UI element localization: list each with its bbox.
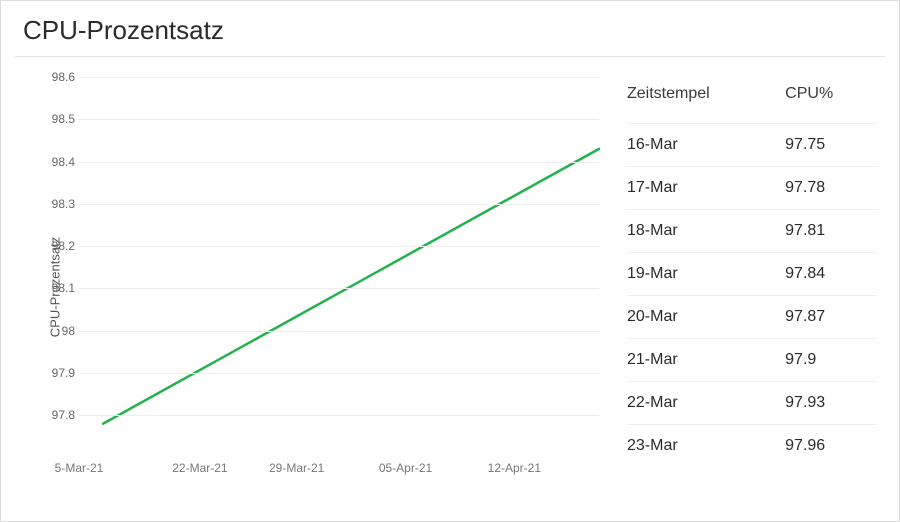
cell-timestamp: 22-Mar xyxy=(627,382,785,425)
page-title: CPU-Prozentsatz xyxy=(1,1,899,56)
table-row: 23-Mar97.96 xyxy=(627,425,877,468)
y-tick-label: 97.8 xyxy=(37,408,75,422)
x-tick-label: 5-Mar-21 xyxy=(55,461,104,475)
y-tick-label: 98.6 xyxy=(37,70,75,84)
grid-line xyxy=(79,77,599,78)
grid-line xyxy=(79,246,599,247)
cell-cpu: 97.96 xyxy=(785,425,877,468)
card: CPU-Prozentsatz CPU-Prozentsatz 97.897.9… xyxy=(0,0,900,522)
table-row: 19-Mar97.84 xyxy=(627,253,877,296)
y-tick-label: 98.4 xyxy=(37,155,75,169)
cell-cpu: 97.81 xyxy=(785,210,877,253)
table-row: 18-Mar97.81 xyxy=(627,210,877,253)
cell-cpu: 97.87 xyxy=(785,296,877,339)
grid-line xyxy=(79,373,599,374)
grid-line xyxy=(79,162,599,163)
grid-line xyxy=(79,119,599,120)
table-row: 22-Mar97.93 xyxy=(627,382,877,425)
cell-timestamp: 16-Mar xyxy=(627,124,785,167)
y-tick-label: 98 xyxy=(37,324,75,338)
cell-timestamp: 21-Mar xyxy=(627,339,785,382)
chart-plot-area: 97.897.99898.198.298.398.498.598.65-Mar-… xyxy=(79,77,599,449)
cell-cpu: 97.75 xyxy=(785,124,877,167)
cpu-line xyxy=(103,149,599,424)
cell-timestamp: 19-Mar xyxy=(627,253,785,296)
chart-panel: CPU-Prozentsatz 97.897.99898.198.298.398… xyxy=(1,57,621,517)
x-tick-label: 12-Apr-21 xyxy=(488,461,541,475)
grid-line xyxy=(79,415,599,416)
data-table: Zeitstempel CPU% 16-Mar97.7517-Mar97.781… xyxy=(627,85,877,467)
content-row: CPU-Prozentsatz 97.897.99898.198.298.398… xyxy=(1,57,899,517)
y-tick-label: 98.5 xyxy=(37,112,75,126)
table-row: 17-Mar97.78 xyxy=(627,167,877,210)
col-header-timestamp: Zeitstempel xyxy=(627,85,785,124)
x-tick-label: 05-Apr-21 xyxy=(379,461,432,475)
table-row: 21-Mar97.9 xyxy=(627,339,877,382)
cell-timestamp: 17-Mar xyxy=(627,167,785,210)
cell-timestamp: 18-Mar xyxy=(627,210,785,253)
grid-line xyxy=(79,204,599,205)
x-tick-label: 29-Mar-21 xyxy=(269,461,324,475)
cell-cpu: 97.9 xyxy=(785,339,877,382)
data-table-panel: Zeitstempel CPU% 16-Mar97.7517-Mar97.781… xyxy=(621,57,899,517)
cell-cpu: 97.78 xyxy=(785,167,877,210)
cell-cpu: 97.93 xyxy=(785,382,877,425)
line-series xyxy=(79,77,599,449)
table-row: 20-Mar97.87 xyxy=(627,296,877,339)
y-tick-label: 98.2 xyxy=(37,239,75,253)
x-tick-label: 22-Mar-21 xyxy=(172,461,227,475)
cell-timestamp: 20-Mar xyxy=(627,296,785,339)
table-row: 16-Mar97.75 xyxy=(627,124,877,167)
cell-timestamp: 23-Mar xyxy=(627,425,785,468)
grid-line xyxy=(79,288,599,289)
grid-line xyxy=(79,331,599,332)
y-tick-label: 97.9 xyxy=(37,366,75,380)
cell-cpu: 97.84 xyxy=(785,253,877,296)
col-header-cpu: CPU% xyxy=(785,85,877,124)
y-tick-label: 98.3 xyxy=(37,197,75,211)
y-tick-label: 98.1 xyxy=(37,281,75,295)
